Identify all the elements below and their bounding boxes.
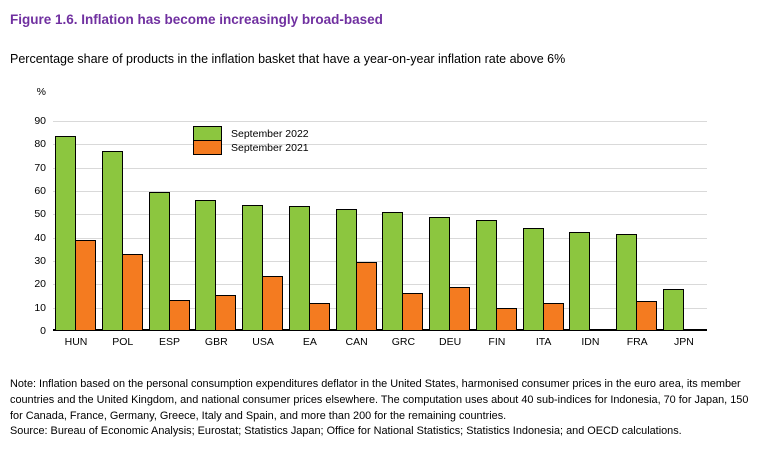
x-axis-label-fra: FRA: [626, 336, 648, 348]
x-axis-label-gbr: GBR: [204, 336, 228, 348]
bar-september-2022-gbr: [195, 200, 217, 331]
x-axis-label-fin: FIN: [488, 336, 506, 348]
bar-september-2022-can: [335, 208, 357, 331]
bar-september-2021-jpn: [682, 328, 704, 331]
bars-row: [53, 121, 707, 331]
bar-group-grc: [382, 212, 424, 331]
chart-legend: September 2022 September 2021: [193, 126, 309, 155]
gridline-y-80: [53, 144, 707, 146]
bar-september-2022-esp: [148, 192, 170, 331]
bar-group-can: [335, 208, 378, 331]
legend-label-september-2021: September 2021: [231, 141, 309, 154]
bar-group-usa: [242, 205, 284, 331]
bar-september-2022-hun: [55, 136, 76, 331]
bar-september-2021-ita: [542, 303, 564, 331]
legend-swatch-september-2022: [193, 126, 222, 141]
bar-group-gbr: [195, 200, 237, 331]
bar-september-2021-ea: [308, 303, 330, 331]
x-axis-label-idn: IDN: [581, 336, 600, 348]
x-axis-labels: HUN POL ESP GBR USA EA CAN GRC DEU FIN ITA IDN FRA JP…: [53, 336, 707, 348]
y-axis-tick-label-10: 10: [34, 301, 46, 314]
x-axis-label-pol: POL: [112, 336, 134, 348]
bar-group-jpn: [662, 289, 705, 331]
y-axis-tick-label-70: 70: [34, 161, 46, 174]
y-axis-unit-label: %: [36, 86, 46, 98]
gridline-y-50: [53, 214, 707, 216]
bar-september-2022-ea: [288, 206, 310, 331]
figure-notes: Note: Inflation based on the personal co…: [10, 377, 756, 440]
bar-september-2022-ita: [522, 228, 544, 331]
bar-september-2022-deu: [429, 216, 451, 331]
y-axis-tick-label-30: 30: [34, 255, 46, 267]
bar-september-2021-hun: [75, 240, 96, 331]
x-axis-label-hun: HUN: [64, 336, 88, 348]
figure-subtitle: Percentage share of products in the infl…: [10, 52, 566, 66]
bar-group-fra: [616, 234, 658, 331]
gridline-y-60: [53, 191, 707, 192]
bar-group-fin: [475, 220, 518, 331]
gridline-y-90: [53, 121, 707, 122]
figure-note: Note: Inflation based on the personal co…: [10, 378, 749, 422]
figure-source: Source: Bureau of Economic Analysis; Eur…: [10, 425, 682, 438]
bar-september-2021-can: [355, 262, 377, 331]
bar-september-2021-fra: [636, 300, 658, 331]
legend-item-september-2022: September 2022: [193, 126, 309, 141]
gridline-y-40: [53, 237, 707, 239]
y-axis-tick-label-80: 80: [34, 138, 46, 151]
x-axis-label-jpn: JPN: [674, 336, 694, 348]
figure-title: Figure 1.6. Inflation has become increas…: [10, 12, 383, 27]
bar-group-pol: [101, 151, 144, 331]
bar-september-2021-esp: [168, 299, 190, 331]
x-axis-label-esp: ESP: [159, 336, 181, 348]
legend-swatch-september-2021: [193, 140, 222, 155]
bar-group-ita: [522, 228, 565, 331]
bar-september-2022-fra: [616, 234, 638, 331]
bar-group-hun: [55, 136, 97, 331]
bar-september-2022-usa: [242, 205, 264, 331]
x-axis-label-ea: EA: [302, 336, 317, 348]
bar-group-esp: [148, 192, 191, 331]
gridline-y-10: [53, 307, 707, 309]
bar-september-2021-pol: [121, 254, 143, 331]
y-axis-tick-label-90: 90: [34, 115, 46, 127]
gridline-y-70: [53, 167, 707, 169]
x-axis-label-usa: USA: [252, 336, 274, 348]
bar-september-2021-fin: [495, 307, 517, 331]
bar-group-ea: [288, 206, 331, 331]
legend-label-september-2022: September 2022: [231, 127, 309, 140]
x-axis-line: [53, 329, 707, 331]
x-axis-label-deu: DEU: [439, 336, 462, 348]
bar-september-2022-idn: [569, 231, 591, 331]
x-axis-label-grc: GRC: [391, 336, 416, 348]
bar-september-2022-fin: [475, 220, 497, 331]
bar-chart-plot-area: [53, 121, 707, 331]
y-axis-tick-label-20: 20: [34, 278, 46, 291]
gridline-y-20: [53, 284, 707, 286]
bar-group-deu: [429, 216, 471, 331]
bar-september-2021-deu: [449, 286, 471, 331]
gridline-y-30: [53, 261, 707, 262]
bar-september-2021-gbr: [215, 294, 237, 331]
y-axis-tick-label-0: 0: [40, 325, 46, 337]
y-axis-tick-label-60: 60: [34, 185, 46, 197]
bar-september-2021-grc: [402, 292, 424, 331]
bar-september-2022-jpn: [662, 289, 684, 331]
bar-september-2022-pol: [101, 151, 123, 331]
y-axis-tick-label-50: 50: [34, 208, 46, 221]
bar-september-2021-usa: [262, 276, 284, 331]
x-axis-label-ita: ITA: [535, 336, 552, 348]
x-axis-label-can: CAN: [345, 336, 368, 348]
legend-item-september-2021: September 2021: [193, 140, 309, 155]
y-axis-tick-label-40: 40: [34, 231, 46, 244]
bar-september-2022-grc: [382, 212, 404, 331]
bar-group-idn: [569, 231, 611, 331]
